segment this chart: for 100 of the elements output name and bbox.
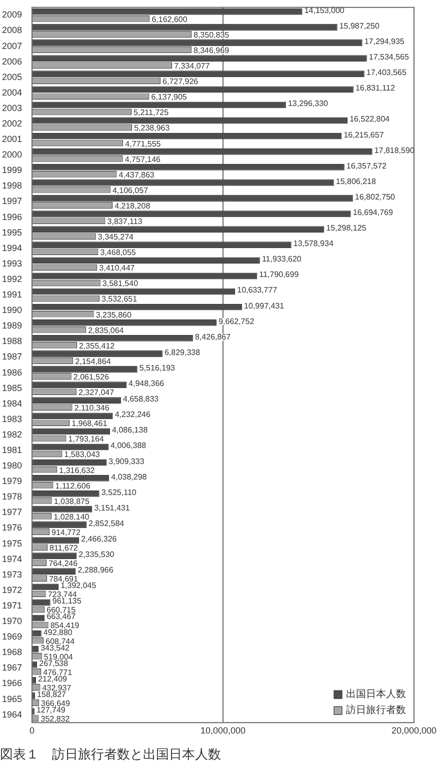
data-label: 352,832 (40, 714, 70, 724)
data-label: 4,006,388 (110, 441, 147, 450)
data-label: 16,215,657 (344, 130, 384, 140)
data-label: 8,350,835 (194, 30, 230, 40)
data-label: 1,038,875 (54, 496, 90, 506)
y-tick-label: 1967 (2, 662, 22, 673)
data-label: 476,771 (43, 668, 73, 677)
y-tick-label: 2004 (2, 87, 22, 98)
data-label: 4,437,863 (118, 170, 155, 180)
data-label: 2,335,530 (78, 550, 115, 560)
data-label: 5,211,725 (134, 108, 170, 118)
data-label: 17,818,590 (374, 146, 415, 155)
y-tick-label: 1990 (2, 305, 22, 316)
data-label: 6,829,338 (164, 348, 201, 357)
y-tick-label: 1991 (2, 290, 22, 300)
data-label: 3,909,333 (108, 456, 145, 466)
data-label: 4,038,298 (111, 472, 148, 482)
data-label: 784,691 (49, 574, 78, 584)
data-label: 9,662,752 (218, 316, 255, 326)
data-label: 3,410,447 (99, 264, 136, 273)
y-tick-label: 1964 (2, 709, 22, 720)
y-tick-label: 2009 (2, 10, 22, 20)
y-tick-label: 1965 (2, 694, 22, 704)
data-label: 2,061,526 (73, 372, 110, 382)
data-label: 127,749 (36, 706, 66, 715)
y-tick-label: 1968 (2, 647, 22, 658)
y-tick-label: 1983 (2, 414, 22, 424)
data-label: 1,028,140 (54, 512, 90, 522)
data-label: 4,086,138 (112, 426, 148, 435)
data-label: 2,852,584 (88, 518, 125, 528)
data-label: 4,948,366 (128, 379, 165, 388)
y-tick-label: 1972 (2, 584, 22, 595)
data-label: 6,137,905 (151, 92, 188, 102)
y-tick-label: 1975 (2, 538, 22, 548)
data-label: 15,806,218 (336, 176, 376, 186)
data-label: 4,218,208 (114, 201, 151, 210)
y-tick-label: 2005 (2, 72, 22, 82)
y-tick-label: 2002 (2, 118, 22, 128)
data-label: 1,968,461 (72, 419, 108, 428)
y-tick-label: 1998 (2, 180, 22, 191)
data-label: 17,294,935 (364, 36, 405, 46)
data-label: 519,004 (44, 652, 74, 662)
y-tick-label: 1970 (2, 616, 22, 626)
data-label: 343,542 (40, 643, 70, 652)
data-label: 432,937 (42, 683, 72, 692)
data-label: 961,135 (52, 596, 82, 606)
y-tick-label: 1996 (2, 212, 22, 222)
y-tick-label: 1979 (2, 476, 22, 486)
data-label: 17,403,565 (366, 68, 407, 78)
data-label: 10,997,431 (244, 301, 285, 310)
data-label: 2,288,966 (78, 566, 114, 575)
data-label: 6,727,926 (162, 77, 199, 86)
data-label: 15,298,125 (326, 224, 367, 233)
y-tick-label: 2001 (2, 134, 22, 144)
data-label: 16,357,572 (346, 161, 388, 170)
y-tick-label: 1973 (2, 569, 22, 580)
y-tick-label: 2007 (2, 40, 22, 51)
data-label: 1,392,045 (60, 581, 97, 590)
data-label: 1,316,632 (59, 466, 96, 475)
x-tick-label: 10,000,000 (200, 725, 246, 736)
data-label: 10,633,777 (237, 286, 278, 295)
y-tick-label: 2003 (2, 102, 22, 113)
y-tick-label: 1971 (2, 600, 22, 610)
data-label: 2,355,412 (79, 341, 116, 350)
data-label: 1,112,606 (55, 481, 91, 490)
data-label: 4,232,246 (114, 410, 151, 420)
data-label: 854,419 (50, 621, 80, 630)
data-label: 492,880 (43, 628, 73, 637)
y-tick-label: 1997 (2, 196, 22, 206)
data-label: 3,345,274 (98, 232, 134, 242)
y-tick-label: 1980 (2, 460, 22, 471)
legend-label: 訪日旅行者数 (346, 704, 406, 716)
data-label: 16,694,769 (352, 208, 394, 217)
y-tick-label: 1969 (2, 632, 22, 642)
data-label: 3,235,860 (96, 310, 132, 320)
y-tick-label: 1992 (2, 274, 22, 284)
data-label: 3,581,540 (102, 279, 139, 288)
data-label: 914,772 (51, 528, 81, 537)
y-tick-label: 1986 (2, 367, 22, 378)
y-tick-label: 1987 (2, 352, 22, 362)
y-tick-label: 1966 (2, 678, 22, 688)
y-tick-label: 1985 (2, 382, 22, 393)
y-tick-label: 1976 (2, 522, 22, 533)
data-label: 3,468,055 (100, 248, 136, 258)
data-label: 723,744 (48, 590, 78, 600)
data-label: 4,757,146 (124, 154, 162, 164)
data-label: 811,672 (50, 544, 78, 552)
data-label: 14,153,000 (304, 6, 345, 15)
data-label: 2,110,346 (74, 404, 110, 413)
data-label: 2,327,047 (78, 388, 115, 398)
text: 図表１ 訪日旅行者数と出国日本人数 (0, 748, 221, 763)
y-tick-label: 1988 (2, 336, 22, 346)
data-label: 4,106,057 (112, 186, 149, 195)
data-label: 3,837,113 (107, 216, 143, 226)
data-label: 1,583,043 (64, 450, 100, 460)
y-tick-label: 1999 (2, 165, 22, 176)
data-label: 5,238,963 (134, 124, 170, 133)
data-label: 3,151,431 (94, 503, 130, 512)
data-label: 2,466,326 (81, 534, 118, 544)
data-label: 7,334,077 (174, 62, 210, 71)
